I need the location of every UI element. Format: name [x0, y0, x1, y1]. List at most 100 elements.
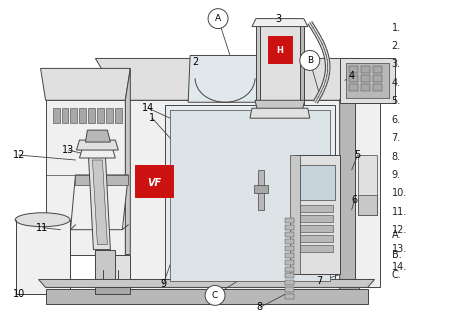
Bar	[135, 165, 173, 197]
Polygon shape	[285, 232, 294, 237]
Bar	[16, 220, 71, 294]
Polygon shape	[125, 68, 130, 255]
Polygon shape	[285, 218, 294, 223]
Bar	[349, 84, 358, 91]
Bar	[358, 195, 376, 215]
Polygon shape	[290, 155, 300, 274]
Text: 6: 6	[352, 195, 358, 205]
Text: 12: 12	[12, 150, 25, 160]
Bar	[295, 155, 340, 274]
Circle shape	[300, 51, 320, 70]
Bar	[373, 84, 382, 91]
Polygon shape	[95, 255, 130, 294]
Bar	[361, 84, 370, 91]
Bar	[115, 108, 122, 123]
Text: 14.: 14.	[392, 262, 407, 272]
Bar	[98, 108, 104, 123]
Bar	[373, 75, 382, 82]
Bar	[300, 205, 333, 212]
Bar	[373, 66, 382, 73]
Text: 4: 4	[348, 71, 355, 81]
Bar	[349, 75, 358, 82]
Polygon shape	[300, 23, 304, 105]
Bar	[300, 165, 335, 200]
Polygon shape	[95, 287, 130, 294]
Text: VF: VF	[147, 178, 161, 188]
Text: 13.: 13.	[392, 244, 407, 254]
Text: C: C	[212, 291, 218, 300]
Ellipse shape	[15, 213, 70, 227]
Text: 2: 2	[192, 58, 198, 67]
Text: 9: 9	[160, 280, 166, 289]
Bar	[53, 108, 60, 123]
Text: 3.: 3.	[392, 59, 401, 69]
Polygon shape	[85, 130, 110, 142]
Text: 4.: 4.	[392, 78, 401, 88]
Text: A: A	[215, 14, 221, 23]
Polygon shape	[46, 289, 368, 304]
Polygon shape	[250, 108, 310, 118]
Polygon shape	[255, 100, 305, 112]
Polygon shape	[120, 100, 340, 289]
Bar	[349, 66, 358, 73]
Text: 7: 7	[317, 276, 323, 287]
Text: 1.: 1.	[392, 23, 401, 33]
Bar	[300, 215, 333, 222]
Bar	[300, 225, 333, 232]
Bar	[361, 75, 370, 82]
Bar	[106, 108, 113, 123]
Bar	[361, 66, 370, 73]
Text: 2.: 2.	[392, 41, 401, 51]
Text: A.: A.	[392, 230, 401, 240]
Bar	[268, 36, 292, 63]
Text: 12.: 12.	[392, 225, 407, 235]
Polygon shape	[41, 68, 130, 100]
Polygon shape	[38, 280, 374, 287]
Text: H: H	[276, 46, 283, 55]
Bar	[254, 185, 268, 193]
Bar	[340, 59, 394, 103]
Text: B: B	[307, 56, 313, 65]
Polygon shape	[92, 160, 108, 245]
Bar	[346, 63, 389, 98]
Bar	[258, 170, 264, 210]
Text: 14: 14	[142, 103, 155, 113]
Text: 11.: 11.	[392, 207, 407, 217]
Text: 5.: 5.	[392, 96, 401, 106]
Polygon shape	[285, 294, 294, 299]
Polygon shape	[285, 259, 294, 265]
Text: 3: 3	[275, 14, 281, 24]
Text: 9.: 9.	[392, 170, 401, 180]
Bar	[62, 108, 69, 123]
Polygon shape	[285, 273, 294, 279]
Bar	[300, 245, 333, 252]
Polygon shape	[75, 175, 128, 185]
Text: 10: 10	[12, 289, 25, 300]
Polygon shape	[89, 155, 110, 250]
Polygon shape	[71, 175, 128, 230]
Bar	[89, 108, 95, 123]
Bar	[165, 105, 335, 287]
Text: B.: B.	[392, 250, 401, 259]
Text: 7.: 7.	[392, 133, 401, 143]
Polygon shape	[80, 148, 115, 158]
Text: C.: C.	[392, 270, 401, 280]
Polygon shape	[340, 59, 360, 289]
Bar	[80, 108, 86, 123]
Text: 13: 13	[63, 145, 74, 155]
Text: 8.: 8.	[392, 152, 401, 162]
Circle shape	[205, 286, 225, 305]
Polygon shape	[260, 23, 300, 105]
Bar	[355, 103, 380, 287]
Polygon shape	[95, 250, 115, 294]
Polygon shape	[285, 238, 294, 244]
Polygon shape	[285, 266, 294, 272]
Polygon shape	[95, 59, 360, 100]
Polygon shape	[46, 100, 125, 255]
Text: 8: 8	[257, 302, 263, 312]
Text: 11: 11	[36, 223, 49, 233]
Bar	[170, 110, 330, 281]
Polygon shape	[285, 252, 294, 258]
Circle shape	[208, 9, 228, 29]
Polygon shape	[285, 245, 294, 251]
